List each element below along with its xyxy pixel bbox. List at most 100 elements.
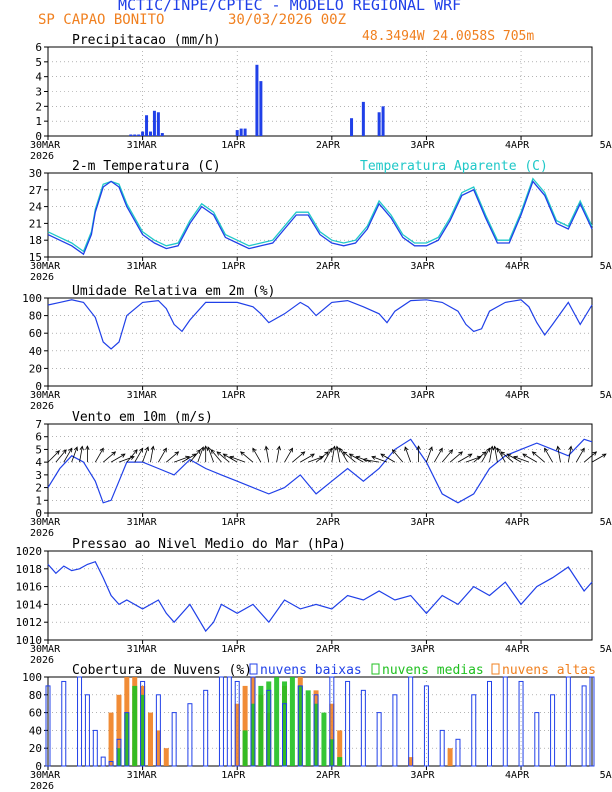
wind-arrow xyxy=(94,448,104,463)
wind-arrow-head xyxy=(139,447,144,453)
wind-arrow-head xyxy=(144,446,149,452)
wind-arrow-head xyxy=(513,455,518,460)
clouds-xtick-label: 30MAR xyxy=(30,770,61,781)
wind-arrow xyxy=(300,453,315,463)
wind-arrow-head xyxy=(348,453,354,458)
humidity-xtick-label: 5APR xyxy=(600,390,612,401)
wind-arrow-head xyxy=(438,447,443,453)
wind-xtick-label: 2APR xyxy=(316,517,341,528)
wind-arrow xyxy=(363,458,380,463)
precip-bar xyxy=(152,110,156,136)
precip-bar xyxy=(160,133,164,136)
wind-arrow-head xyxy=(111,451,117,456)
wind-arrow xyxy=(544,448,553,463)
cloud-bar-nuvens-baixas xyxy=(187,703,193,767)
cloud-bar-nuvens-baixas xyxy=(282,703,288,767)
wind-arrow xyxy=(433,448,443,463)
wind-arrow xyxy=(210,449,222,463)
wind-arrow-head xyxy=(391,449,397,454)
temperature-xtick-label: 1APR xyxy=(221,261,246,272)
precip-ytick-label: 1 xyxy=(35,115,42,128)
wind-arrow xyxy=(426,446,433,463)
wind-xtick-label: 1APR xyxy=(221,517,246,528)
wind-arrow-head xyxy=(500,451,505,456)
precip-xtick-label: 5APR xyxy=(600,140,612,151)
wind-ytick-label: 1 xyxy=(35,494,42,507)
wind-arrow-head xyxy=(216,451,222,456)
cloud-legend-label: nuvens altas xyxy=(502,663,596,678)
pressure-title: Pressao ao Nivel Medio do Mar (hPa) xyxy=(72,537,346,552)
precip-bar xyxy=(255,64,259,136)
cloud-bar-nuvens-medias xyxy=(132,685,138,766)
wind-arrow-head xyxy=(416,445,421,450)
cloud-bar-nuvens-medias xyxy=(289,677,295,766)
precip-xtick-label: 3APR xyxy=(410,140,435,151)
wind-arrow xyxy=(207,446,214,463)
wind-arrow-head xyxy=(404,446,409,452)
cloud-bar-nuvens-baixas xyxy=(487,680,493,767)
cloud-bar-nuvens-baixas xyxy=(455,738,461,767)
precip-bar xyxy=(259,81,263,136)
wind-arrow-head xyxy=(448,449,454,454)
temperature-xtick-label: 31MAR xyxy=(127,261,158,272)
wind-arrow xyxy=(240,451,254,463)
wind-ytick-label: 3 xyxy=(35,469,42,482)
clouds-ytick-label: 60 xyxy=(29,707,42,720)
wind-arrow-head xyxy=(79,445,84,451)
cloud-bar-nuvens-baixas xyxy=(77,676,83,767)
cloud-bar-nuvens-baixas xyxy=(155,694,161,767)
wind-arrow-head xyxy=(150,445,155,451)
wind-arrow xyxy=(216,451,230,463)
cloud-bar-nuvens-baixas xyxy=(45,685,51,767)
temperature-ytick-label: 27 xyxy=(29,184,42,197)
pressure-xtick-label: 1APR xyxy=(221,644,246,655)
cloud-bar-nuvens-baixas xyxy=(471,694,477,767)
pressure-ytick-label: 1018 xyxy=(16,563,43,576)
temperature-xtick-label: 30MAR xyxy=(30,261,61,272)
wind-arrow xyxy=(134,448,144,463)
wind-arrow xyxy=(174,456,190,463)
chart-title: MCTIC/INPE/CPTEC - MODELO REGIONAL WRF xyxy=(118,0,462,14)
pressure-xtick-label: 5APR xyxy=(600,644,612,655)
wind-arrow-head xyxy=(493,445,498,451)
cloud-bar-nuvens-medias xyxy=(250,703,256,766)
cloud-bar-nuvens-altas xyxy=(447,748,453,766)
wind-arrow xyxy=(229,456,246,463)
wind-arrow-head xyxy=(531,451,537,456)
humidity-frame xyxy=(47,297,593,387)
pressure-axes xyxy=(44,550,593,644)
wind-frame xyxy=(47,423,593,514)
wind-arrow-head xyxy=(324,451,329,456)
wind-arrow-head xyxy=(339,447,344,453)
temperature-xtick-label: 2APR xyxy=(316,261,341,272)
wind-axes xyxy=(44,423,593,517)
cloud-bar-nuvens-altas xyxy=(163,748,169,766)
temperature-series-temperatura-aparente xyxy=(47,177,593,253)
wind-arrow-head xyxy=(580,447,585,453)
cloud-bar-nuvens-baixas xyxy=(250,676,256,767)
wind-arrow-head xyxy=(319,455,325,460)
wind-arrow xyxy=(315,451,329,463)
wind-arrow-head xyxy=(458,451,463,456)
wind-ytick-label: 5 xyxy=(35,443,42,456)
cloud-bar-nuvens-baixas xyxy=(550,694,556,767)
wind-arrow-head xyxy=(568,445,573,451)
pressure-x-year: 2026 xyxy=(30,655,54,666)
wind-arrow xyxy=(457,453,473,463)
wind-arrow xyxy=(55,449,67,463)
wind-arrow xyxy=(223,453,238,463)
wind-arrow-head xyxy=(55,450,60,455)
precip-ytick-label: 6 xyxy=(35,41,42,54)
precip-ytick-label: 4 xyxy=(35,71,42,84)
precip-title: Precipitacao (mm/h) xyxy=(72,33,221,48)
clouds-x-year: 2026 xyxy=(30,781,54,792)
wind-arrow-head xyxy=(203,445,208,450)
cloud-bar-nuvens-baixas xyxy=(124,712,130,767)
cloud-bar-nuvens-medias xyxy=(242,730,248,766)
temperature-x-year: 2026 xyxy=(30,272,54,283)
wind-ytick-label: 0 xyxy=(35,507,42,520)
wind-xtick-label: 4APR xyxy=(505,517,530,528)
wind-arrow xyxy=(591,453,607,463)
wind-xtick-label: 3APR xyxy=(410,517,435,528)
humidity-ytick-label: 80 xyxy=(29,310,42,323)
